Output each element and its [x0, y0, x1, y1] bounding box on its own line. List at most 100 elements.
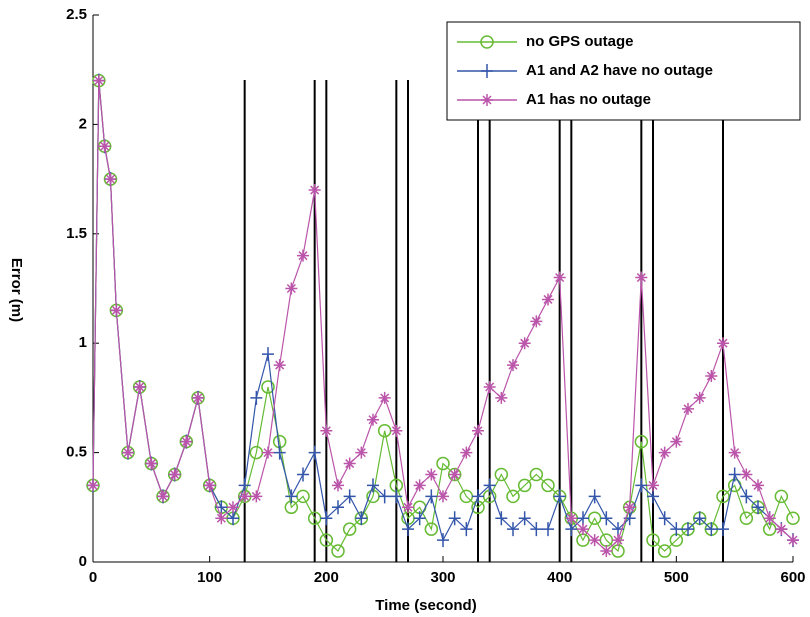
y-tick-label: 1	[79, 334, 87, 351]
marker	[320, 511, 333, 526]
series-line	[92, 80, 794, 552]
x-tick-label: 600	[780, 569, 805, 586]
marker	[693, 391, 706, 404]
marker	[472, 424, 484, 437]
marker	[355, 511, 368, 526]
marker	[739, 511, 754, 525]
marker	[507, 522, 519, 537]
y-tick-label: 2.5	[66, 6, 87, 23]
x-tick-label: 200	[314, 569, 339, 586]
marker	[87, 479, 99, 492]
marker	[530, 522, 543, 537]
marker	[437, 490, 449, 503]
marker	[647, 489, 659, 504]
marker	[670, 435, 683, 448]
marker	[215, 512, 228, 525]
marker	[238, 478, 251, 493]
x-tick-label: 0	[89, 569, 97, 586]
marker	[378, 489, 391, 504]
marker	[529, 467, 544, 482]
marker	[728, 467, 741, 482]
marker	[319, 533, 334, 547]
marker	[542, 522, 554, 537]
marker	[367, 478, 379, 493]
marker	[530, 315, 543, 328]
marker	[227, 511, 239, 526]
x-axis-label: Time (second)	[375, 597, 476, 614]
marker	[670, 522, 683, 537]
legend: no GPS outage A1 and A2 have no outage A1 …	[446, 21, 801, 121]
marker	[238, 490, 251, 503]
marker	[133, 380, 146, 393]
marker	[460, 446, 473, 459]
marker	[787, 534, 799, 547]
marker	[717, 337, 729, 350]
marker	[308, 445, 321, 460]
marker	[693, 511, 706, 526]
marker	[367, 413, 379, 426]
marker	[646, 533, 660, 547]
marker	[728, 446, 741, 459]
marker	[227, 501, 239, 514]
marker	[507, 359, 519, 372]
marker	[740, 489, 753, 504]
marker	[752, 500, 764, 515]
marker	[145, 457, 158, 470]
marker	[705, 522, 718, 537]
marker	[390, 424, 403, 437]
marker	[331, 544, 345, 558]
series-line	[92, 80, 794, 553]
legend-label: A1 and A2 have no outage	[526, 62, 713, 79]
marker	[600, 511, 613, 526]
marker	[203, 479, 216, 492]
marker	[308, 184, 321, 197]
x-tick-label: 100	[197, 569, 222, 586]
marker	[273, 445, 286, 460]
y-tick-label: 2	[79, 115, 87, 132]
marker	[320, 424, 333, 437]
y-tick-label: 1.5	[66, 225, 87, 242]
marker	[332, 500, 344, 515]
marker	[480, 35, 494, 49]
marker	[437, 533, 449, 548]
marker	[157, 490, 169, 503]
marker	[682, 402, 694, 415]
marker	[250, 490, 263, 503]
marker	[658, 446, 671, 459]
marker	[541, 478, 555, 493]
marker	[168, 468, 181, 481]
marker	[635, 478, 648, 493]
y-axis-label: Error (m)	[8, 258, 25, 322]
y-tick-label: 0	[79, 553, 87, 570]
marker	[104, 173, 117, 186]
marker	[542, 293, 554, 306]
marker	[483, 478, 496, 493]
marker	[448, 511, 461, 526]
marker	[553, 489, 566, 504]
marker	[740, 468, 753, 481]
marker	[565, 522, 578, 537]
marker	[763, 512, 776, 525]
y-tick-label: 0.5	[66, 444, 87, 461]
x-tick-label: 300	[430, 569, 455, 586]
marker	[273, 359, 286, 372]
marker	[481, 64, 493, 78]
marker	[402, 501, 414, 514]
marker	[297, 249, 309, 262]
marker	[460, 522, 473, 537]
marker	[481, 94, 493, 106]
marker	[192, 391, 204, 404]
x-tick-label: 500	[664, 569, 689, 586]
marker	[600, 545, 613, 558]
marker	[658, 511, 671, 526]
marker	[285, 282, 298, 295]
marker	[786, 511, 800, 525]
marker	[495, 511, 508, 526]
marker	[122, 446, 134, 459]
marker	[518, 337, 531, 350]
marker	[425, 489, 438, 504]
marker	[506, 489, 520, 504]
marker	[565, 512, 578, 525]
marker	[355, 446, 368, 459]
